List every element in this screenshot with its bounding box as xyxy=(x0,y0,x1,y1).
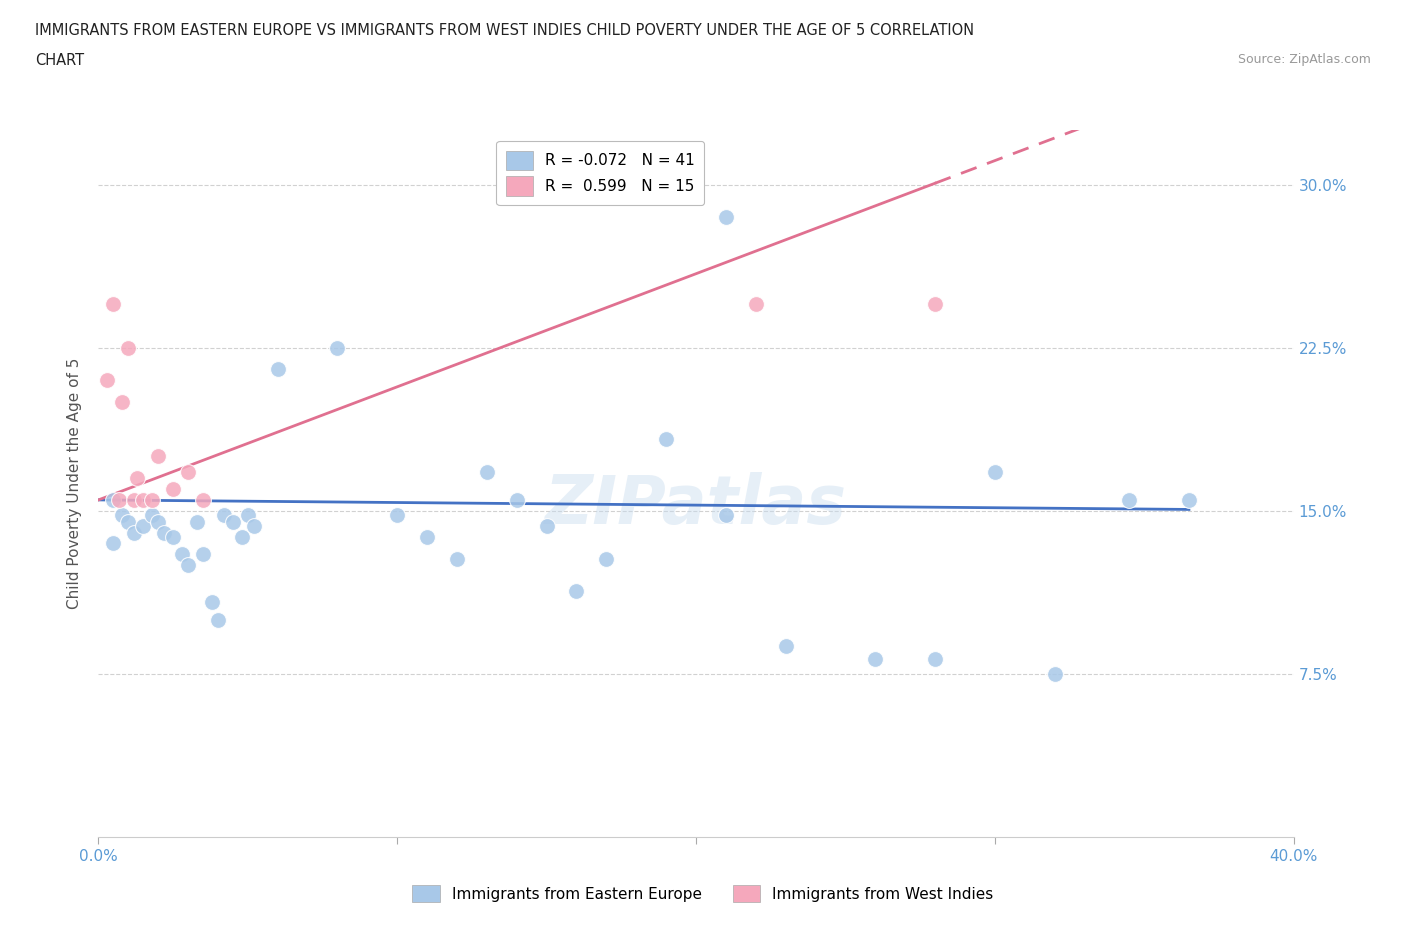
Point xyxy=(162,529,184,544)
Point xyxy=(207,612,229,627)
Point xyxy=(177,464,200,479)
Point xyxy=(96,373,118,388)
Point xyxy=(385,508,409,523)
Point xyxy=(117,514,139,529)
Point xyxy=(924,651,946,666)
Point xyxy=(222,514,245,529)
Point xyxy=(1043,667,1066,682)
Point xyxy=(127,471,149,485)
Point xyxy=(446,551,468,566)
Point xyxy=(984,464,1007,479)
Point xyxy=(103,536,125,551)
Point xyxy=(124,525,146,540)
Legend: Immigrants from Eastern Europe, Immigrants from West Indies: Immigrants from Eastern Europe, Immigran… xyxy=(406,879,1000,909)
Point xyxy=(148,514,170,529)
Point xyxy=(132,519,155,534)
Point xyxy=(1118,493,1140,508)
Point xyxy=(172,547,194,562)
Point xyxy=(111,508,134,523)
Point xyxy=(117,340,139,355)
Point xyxy=(141,508,163,523)
Point xyxy=(745,297,768,312)
Point xyxy=(236,508,259,523)
Text: CHART: CHART xyxy=(35,53,84,68)
Point xyxy=(475,464,498,479)
Point xyxy=(148,449,170,464)
Legend: R = -0.072   N = 41, R =  0.599   N = 15: R = -0.072 N = 41, R = 0.599 N = 15 xyxy=(496,141,704,206)
Point xyxy=(714,508,737,523)
Point xyxy=(775,638,797,653)
Point xyxy=(191,547,214,562)
Point xyxy=(924,297,946,312)
Point xyxy=(162,482,184,497)
Point xyxy=(595,551,617,566)
Point xyxy=(103,493,125,508)
Point xyxy=(103,297,125,312)
Point xyxy=(714,210,737,225)
Point xyxy=(865,651,887,666)
Text: Source: ZipAtlas.com: Source: ZipAtlas.com xyxy=(1237,53,1371,66)
Y-axis label: Child Poverty Under the Age of 5: Child Poverty Under the Age of 5 xyxy=(67,358,83,609)
Point xyxy=(416,529,439,544)
Point xyxy=(267,362,290,377)
Point xyxy=(506,493,529,508)
Point xyxy=(141,493,163,508)
Point xyxy=(231,529,253,544)
Text: IMMIGRANTS FROM EASTERN EUROPE VS IMMIGRANTS FROM WEST INDIES CHILD POVERTY UNDE: IMMIGRANTS FROM EASTERN EUROPE VS IMMIGR… xyxy=(35,23,974,38)
Point xyxy=(153,525,176,540)
Point xyxy=(124,493,146,508)
Point xyxy=(177,558,200,573)
Point xyxy=(201,594,224,609)
Point xyxy=(132,493,155,508)
Point xyxy=(326,340,349,355)
Point xyxy=(565,584,588,599)
Point xyxy=(191,493,214,508)
Point xyxy=(108,493,131,508)
Point xyxy=(243,519,266,534)
Point xyxy=(655,432,678,446)
Point xyxy=(1178,493,1201,508)
Point xyxy=(111,394,134,409)
Point xyxy=(212,508,235,523)
Point xyxy=(186,514,208,529)
Text: ZIPatlas: ZIPatlas xyxy=(546,472,846,538)
Point xyxy=(536,519,558,534)
